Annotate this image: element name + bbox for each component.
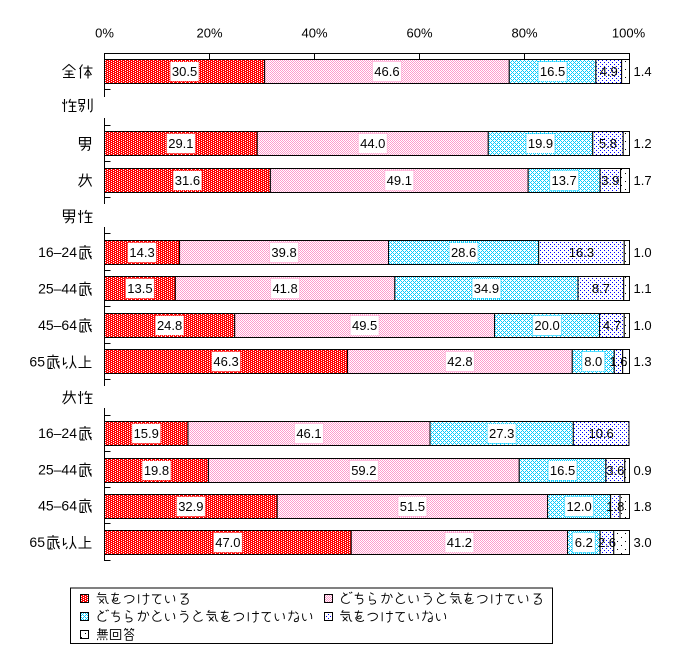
svg-text:3.6: 3.6 [606, 463, 624, 478]
svg-text:41.2: 41.2 [447, 535, 472, 550]
svg-text:3.0: 3.0 [634, 535, 652, 550]
svg-text:1.7: 1.7 [634, 173, 652, 188]
svg-text:45–64: 45–64 [38, 317, 77, 333]
svg-text:16–24: 16–24 [38, 244, 77, 260]
svg-text:12.0: 12.0 [566, 499, 591, 514]
svg-text:41.8: 41.8 [272, 281, 297, 296]
svg-text:65: 65 [29, 354, 45, 370]
svg-text:32.9: 32.9 [178, 499, 203, 514]
svg-text:65: 65 [29, 534, 45, 550]
svg-text:8.7: 8.7 [592, 281, 610, 296]
svg-text:1.1: 1.1 [634, 281, 652, 296]
svg-text:80%: 80% [511, 26, 537, 41]
svg-text:30.5: 30.5 [172, 64, 197, 79]
svg-text:4.9: 4.9 [600, 64, 618, 79]
svg-text:3.9: 3.9 [601, 173, 619, 188]
svg-text:1.8: 1.8 [606, 499, 624, 514]
svg-text:10.6: 10.6 [588, 426, 613, 441]
svg-text:0%: 0% [95, 26, 114, 41]
svg-text:29.1: 29.1 [168, 136, 193, 151]
svg-text:49.1: 49.1 [387, 173, 412, 188]
svg-text:60%: 60% [406, 26, 432, 41]
svg-text:5.8: 5.8 [599, 136, 617, 151]
svg-text:59.2: 59.2 [351, 463, 376, 478]
svg-text:27.3: 27.3 [489, 426, 514, 441]
svg-text:47.0: 47.0 [215, 535, 240, 550]
svg-text:24.8: 24.8 [157, 318, 182, 333]
svg-text:16–24: 16–24 [38, 425, 77, 441]
svg-text:34.9: 34.9 [474, 281, 499, 296]
svg-text:6.2: 6.2 [575, 535, 593, 550]
svg-text:100%: 100% [612, 26, 646, 41]
svg-text:44.0: 44.0 [360, 136, 385, 151]
svg-text:1.4: 1.4 [634, 64, 652, 79]
svg-text:46.3: 46.3 [213, 354, 238, 369]
svg-text:1.3: 1.3 [634, 354, 652, 369]
svg-text:51.5: 51.5 [400, 499, 425, 514]
svg-text:13.5: 13.5 [127, 281, 152, 296]
svg-text:8.0: 8.0 [584, 354, 602, 369]
svg-text:46.1: 46.1 [296, 426, 321, 441]
svg-text:42.8: 42.8 [447, 354, 472, 369]
svg-text:28.6: 28.6 [451, 245, 476, 260]
svg-text:1.8: 1.8 [634, 499, 652, 514]
svg-text:49.5: 49.5 [352, 318, 377, 333]
svg-text:1.6: 1.6 [609, 354, 627, 369]
svg-text:13.7: 13.7 [551, 173, 576, 188]
svg-text:16.5: 16.5 [540, 64, 565, 79]
svg-text:19.9: 19.9 [528, 136, 553, 151]
svg-text:45–64: 45–64 [38, 498, 77, 514]
svg-text:20.0: 20.0 [534, 318, 559, 333]
svg-text:2.6: 2.6 [598, 535, 616, 550]
svg-text:1.0: 1.0 [634, 318, 652, 333]
svg-text:1.2: 1.2 [634, 136, 652, 151]
svg-text:4.7: 4.7 [603, 318, 621, 333]
svg-text:31.6: 31.6 [175, 173, 200, 188]
svg-text:39.8: 39.8 [271, 245, 296, 260]
svg-text:46.6: 46.6 [374, 64, 399, 79]
svg-text:40%: 40% [301, 26, 327, 41]
svg-text:14.3: 14.3 [129, 245, 154, 260]
svg-text:0.9: 0.9 [634, 463, 652, 478]
svg-text:16.5: 16.5 [550, 463, 575, 478]
svg-text:25–44: 25–44 [38, 281, 77, 297]
svg-text:20%: 20% [196, 26, 222, 41]
svg-text:1.0: 1.0 [634, 245, 652, 260]
svg-text:19.8: 19.8 [144, 463, 169, 478]
svg-text:16.3: 16.3 [569, 245, 594, 260]
svg-text:25–44: 25–44 [38, 462, 77, 478]
svg-text:15.9: 15.9 [134, 426, 159, 441]
